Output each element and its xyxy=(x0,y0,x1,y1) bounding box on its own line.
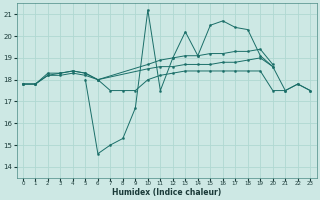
X-axis label: Humidex (Indice chaleur): Humidex (Indice chaleur) xyxy=(112,188,221,197)
